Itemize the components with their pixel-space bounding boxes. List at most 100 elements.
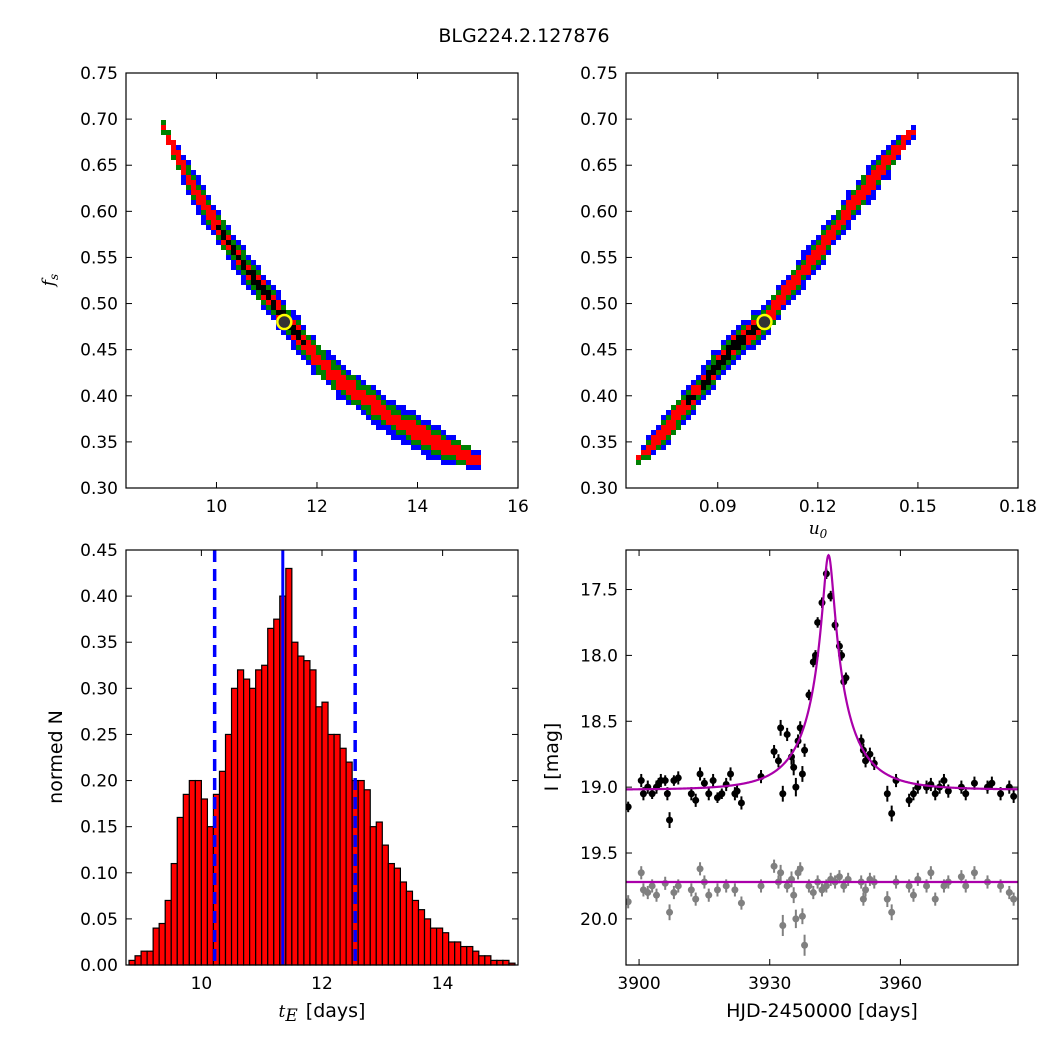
posterior-cell: [731, 335, 736, 340]
data-point: [909, 790, 917, 798]
model-curve: [626, 553, 1018, 791]
posterior-cell: [896, 155, 901, 160]
posterior-cell: [351, 390, 356, 395]
posterior-cell: [771, 310, 776, 315]
posterior-cell: [451, 450, 456, 455]
histogram-bar: [502, 959, 510, 966]
posterior-cell: [271, 310, 276, 315]
posterior-cell: [886, 170, 891, 175]
histogram-bar: [267, 627, 275, 966]
posterior-cell: [896, 150, 901, 155]
residual-point: [997, 882, 1005, 890]
posterior-cell: [441, 430, 446, 435]
posterior-cell: [416, 430, 421, 435]
posterior-cell: [291, 335, 296, 340]
y-tick-label: 0.05: [80, 910, 118, 930]
posterior-cell: [851, 190, 856, 195]
posterior-cell: [646, 435, 651, 440]
posterior-cell: [476, 455, 481, 460]
histogram-bar: [297, 655, 305, 966]
posterior-cell: [276, 295, 281, 300]
posterior-cell: [301, 340, 306, 345]
posterior-cell: [446, 460, 451, 465]
posterior-cell: [911, 125, 916, 130]
posterior-cell: [711, 370, 716, 375]
posterior-cell: [826, 240, 831, 245]
posterior-cell: [196, 180, 201, 185]
posterior-cell: [771, 295, 776, 300]
posterior-cell: [331, 370, 336, 375]
posterior-cell: [701, 370, 706, 375]
posterior-cell: [751, 340, 756, 345]
posterior-cell: [356, 405, 361, 410]
posterior-cell: [206, 200, 211, 205]
posterior-cell: [751, 325, 756, 330]
posterior-cell: [196, 185, 201, 190]
posterior-cell: [811, 270, 816, 275]
posterior-cell: [861, 180, 866, 185]
data-point: [637, 777, 645, 785]
posterior-cell: [676, 420, 681, 425]
posterior-cell: [261, 290, 266, 295]
posterior-cell: [336, 380, 341, 385]
posterior-cell: [721, 365, 726, 370]
posterior-cell: [901, 145, 906, 150]
posterior-cell: [326, 370, 331, 375]
posterior-cell: [201, 210, 206, 215]
posterior-cell: [466, 455, 471, 460]
posterior-cell: [441, 450, 446, 455]
posterior-cell: [836, 230, 841, 235]
posterior-cell: [846, 195, 851, 200]
residual-point: [862, 886, 870, 894]
posterior-cell: [686, 415, 691, 420]
posterior-cell: [466, 445, 471, 450]
residual-point: [757, 882, 765, 890]
histogram-bar: [387, 862, 395, 966]
residual-point: [909, 891, 917, 899]
data-point: [674, 774, 682, 782]
posterior-cell: [661, 415, 666, 420]
posterior-cell: [336, 365, 341, 370]
posterior-cell: [386, 430, 391, 435]
residual-point: [644, 889, 652, 897]
posterior-cell: [381, 415, 386, 420]
residual-point: [652, 891, 660, 899]
posterior-cell: [826, 235, 831, 240]
posterior-cell: [696, 395, 701, 400]
posterior-cell: [316, 365, 321, 370]
posterior-cell: [341, 370, 346, 375]
posterior-cell: [406, 420, 411, 425]
posterior-cell: [171, 140, 176, 145]
posterior-cell: [201, 220, 206, 225]
posterior-cell: [191, 200, 196, 205]
data-point: [733, 787, 741, 795]
y-tick-label: 0.50: [580, 295, 618, 315]
posterior-cell: [366, 395, 371, 400]
histogram-bar: [140, 950, 148, 966]
posterior-cell: [701, 390, 706, 395]
posterior-cell: [196, 200, 201, 205]
data-point: [696, 770, 704, 778]
y-tick-label: 0.30: [80, 479, 118, 499]
data-point: [777, 724, 785, 732]
posterior-cell: [311, 340, 316, 345]
posterior-cell: [306, 360, 311, 365]
posterior-cell: [796, 290, 801, 295]
y-tick-label: 0.15: [80, 818, 118, 838]
posterior-cell: [201, 185, 206, 190]
data-point: [792, 783, 800, 791]
posterior-cell: [331, 385, 336, 390]
posterior-cell: [811, 245, 816, 250]
posterior-cell: [816, 255, 821, 260]
posterior-cell: [326, 360, 331, 365]
posterior-cell: [786, 280, 791, 285]
axes-frame: [625, 549, 1019, 966]
posterior-cell: [411, 420, 416, 425]
posterior-cell: [776, 315, 781, 320]
posterior-cell: [876, 175, 881, 180]
y-tick-label: 0.60: [80, 202, 118, 222]
posterior-cell: [436, 430, 441, 435]
posterior-cell: [796, 280, 801, 285]
posterior-cell: [246, 270, 251, 275]
x-tick-label: 3930: [748, 974, 791, 994]
